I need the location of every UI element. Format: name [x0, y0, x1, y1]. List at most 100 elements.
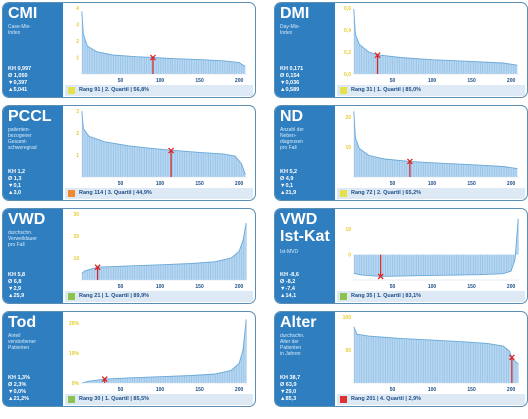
- y-tick-label: 50: [345, 348, 351, 354]
- plot-pccl: 1 2 3 50 100 150 200: [76, 109, 247, 187]
- y-tick-label: 10: [73, 256, 79, 262]
- x-tick-label: 50: [390, 284, 396, 290]
- plot-dmi: 0,0 0,2 0,4 0,6 50 100 150 200: [344, 6, 519, 84]
- series-line: [81, 11, 246, 67]
- y-tick-label: 3: [76, 23, 79, 29]
- y-tick-label: 0,4: [344, 28, 351, 34]
- panel-stats: KH 1,3% Ø 2,3% ▼0,0% ▲21,2%: [8, 375, 31, 402]
- series-line: [353, 111, 518, 170]
- rank-footer: Rang 35 | 1. Quartil | 83,1%: [337, 291, 525, 302]
- panel-title: VWD: [8, 211, 46, 228]
- rank-text: Rang 201 | 4. Quartil | 2,9%: [351, 396, 422, 402]
- quartile-swatch: [68, 190, 75, 197]
- rank-text: Rang 31 | 1. Quartil | 85,0%: [351, 87, 422, 93]
- rank-footer: Rang 91 | 2. Quartil | 56,8%: [65, 85, 253, 96]
- x-tick-label: 200: [507, 284, 516, 290]
- plot-alter: 50 100 50 100 150 200: [343, 315, 519, 393]
- y-tick-label: 1: [76, 56, 79, 62]
- panel-vwd-ist-kat: VWD Ist-Kat Ist-MVD KH -8,6 Ø -8,2 ▼-7,4 ▲…: [274, 208, 528, 304]
- x-tick-label: 100: [156, 181, 165, 187]
- y-tick-label: 0,2: [344, 50, 351, 56]
- quartile-swatch: [340, 87, 347, 94]
- y-tick-label: 3: [76, 109, 79, 115]
- x-tick-label: 200: [235, 284, 244, 290]
- marker-point: [374, 52, 381, 59]
- rank-text: Rang 91 | 2. Quartil | 56,8%: [79, 87, 150, 93]
- panel-sidebar: VWD Ist-Kat Ist-MVD KH -8,6 Ø -8,2 ▼-7,4 ▲…: [275, 209, 335, 303]
- y-tick-label: 10: [345, 145, 351, 151]
- series-area: [81, 223, 247, 280]
- series-line: [81, 222, 247, 274]
- panel-stats: KH -8,6 Ø -8,2 ▼-7,4 ▲14,1: [280, 272, 299, 299]
- x-tick-label: 100: [156, 78, 165, 84]
- y-tick-label: 2: [76, 39, 79, 45]
- quartile-swatch: [68, 87, 75, 94]
- panel-title: Alter: [280, 314, 317, 331]
- panel-sidebar: Tod Anteil verstorbener Patienten KH 1,3% …: [3, 312, 63, 406]
- quartile-swatch: [340, 190, 347, 197]
- y-tick-label: 4: [76, 6, 79, 12]
- x-tick-label: 100: [428, 284, 437, 290]
- panel-subtitle: Anzahl der Neben- diagnosen pro Fall: [280, 127, 304, 151]
- panel-sidebar: DMI Day-Mix- Index KH 0,171 Ø 0,154 ▼0,036…: [275, 3, 335, 97]
- series-line: [353, 9, 518, 66]
- rank-footer: Rang 72 | 2. Quartil | 65,2%: [337, 188, 525, 199]
- plot-vwd-ist-kat: 0 10 50 100 150 200: [345, 218, 519, 290]
- rank-footer: Rang 21 | 1. Quartil | 89,9%: [65, 291, 253, 302]
- rank-footer: Rang 114 | 3. Quartil | 44,9%: [65, 188, 253, 199]
- series-line: [81, 319, 247, 384]
- rank-footer: Rang 30 | 1. Quartil | 85,5%: [65, 394, 253, 405]
- marker-point: [508, 354, 515, 361]
- plot-nd: 10 20 50 100 150 200: [345, 111, 519, 187]
- panel-tod: Tod Anteil verstorbener Patienten KH 1,3% …: [2, 311, 256, 407]
- panel-stats: KH 0,997 Ø 1,050 ▼0,397 ▲5,041: [8, 66, 32, 93]
- plot-vwd: 10 20 30 50 100 150 200: [73, 212, 247, 290]
- series-line: [81, 110, 246, 175]
- panel-subtitle: durchschn. Verweildauer pro Fall: [8, 230, 37, 248]
- panel-dmi: DMI Day-Mix- Index KH 0,171 Ø 0,154 ▼0,036…: [274, 2, 528, 98]
- panel-subtitle: durchschn. Alter der Patienten in Jahren: [280, 333, 305, 357]
- x-tick-label: 50: [390, 78, 396, 84]
- rank-text: Rang 35 | 1. Quartil | 83,1%: [351, 293, 422, 299]
- panel-stats: KH 0,171 Ø 0,154 ▼0,036 ▲0,589: [280, 66, 304, 93]
- rank-footer: Rang 201 | 4. Quartil | 2,9%: [337, 394, 525, 405]
- x-tick-label: 200: [235, 78, 244, 84]
- plot-tod: 0% 10% 20% 50 100 150 200: [69, 319, 247, 393]
- y-tick-label: 20: [345, 115, 351, 121]
- panel-subtitle: Anteil verstorbener Patienten: [8, 333, 37, 351]
- quartile-swatch: [340, 293, 347, 300]
- x-tick-label: 50: [118, 181, 124, 187]
- x-tick-label: 100: [156, 284, 165, 290]
- panel-subtitle: Day-Mix- Index: [280, 24, 300, 36]
- panel-subtitle: Case-Mix- Index: [8, 24, 31, 36]
- marker-point: [101, 376, 108, 383]
- rank-footer: Rang 31 | 1. Quartil | 85,0%: [337, 85, 525, 96]
- panel-title: Tod: [8, 314, 37, 331]
- panel-sidebar: VWD durchschn. Verweildauer pro Fall KH 5,…: [3, 209, 63, 303]
- x-tick-label: 200: [235, 387, 244, 393]
- x-tick-label: 100: [428, 181, 437, 187]
- marker-point: [406, 158, 413, 165]
- quartile-swatch: [68, 293, 75, 300]
- x-tick-label: 150: [195, 387, 204, 393]
- rank-text: Rang 114 | 3. Quartil | 44,9%: [79, 190, 152, 196]
- panel-title: CMI: [8, 5, 38, 22]
- x-tick-label: 50: [390, 181, 396, 187]
- plot-cmi: 1 2 3 4 50 100 150 200: [76, 6, 247, 84]
- marker-point: [168, 147, 175, 154]
- panel-subtitle: Ist-MVD: [280, 249, 299, 255]
- x-tick-label: 150: [195, 284, 204, 290]
- x-tick-label: 50: [390, 387, 396, 393]
- x-tick-label: 150: [195, 181, 204, 187]
- panel-stats: KH 1,2 Ø 1,3 ▼0,1 ▲3,0: [8, 169, 26, 196]
- marker-point: [94, 264, 101, 271]
- panel-alter: Alter durchschn. Alter der Patienten in J…: [274, 311, 528, 407]
- y-tick-label: 0%: [72, 381, 80, 387]
- panel-nd: ND Anzahl der Neben- diagnosen pro Fall KH…: [274, 105, 528, 201]
- panel-title: PCCL: [8, 108, 52, 125]
- quartile-swatch: [68, 396, 75, 403]
- panel-title: VWD Ist-Kat: [280, 211, 330, 245]
- y-tick-label: 100: [343, 315, 352, 321]
- panel-vwd: VWD durchschn. Verweildauer pro Fall KH 5,…: [2, 208, 256, 304]
